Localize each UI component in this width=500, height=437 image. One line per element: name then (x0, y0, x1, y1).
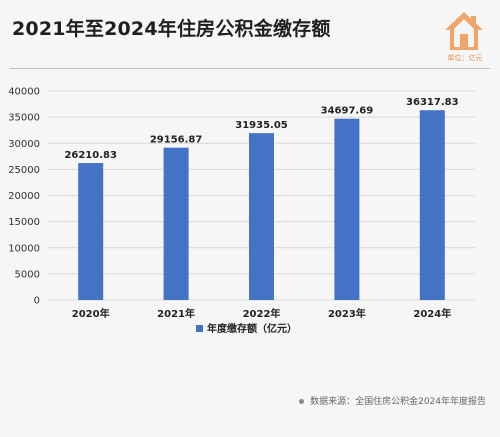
y-tick-label: 5000 (15, 269, 40, 280)
x-axis: 2020年 2021年 2022年 2023年 2024年 (72, 307, 451, 320)
x-tick-label: 2024年 (413, 307, 451, 320)
x-tick-label: 2020年 (72, 307, 110, 320)
data-label: 26210.83 (64, 150, 117, 161)
y-tick-label: 40000 (8, 87, 40, 98)
x-tick-label: 2023年 (328, 307, 366, 320)
page-title: 2021年至2024年住房公积金缴存额 (12, 18, 331, 40)
bullet-icon (299, 399, 305, 404)
y-tick-label: 20000 (8, 191, 40, 202)
y-tick-label: 10000 (8, 243, 40, 254)
bar-chart: 0 5000 10000 15000 20000 25000 30000 35000 40000… (8, 87, 475, 335)
unit-label: 单位：亿元 (447, 54, 483, 62)
y-axis: 0 5000 10000 15000 20000 25000 30000 35000 40000 (8, 87, 40, 307)
header-divider (10, 68, 490, 69)
house-icon (445, 12, 483, 50)
y-tick-label: 30000 (8, 139, 40, 150)
data-label: 34697.69 (321, 106, 374, 117)
bar (334, 118, 360, 300)
data-label: 31935.05 (235, 120, 288, 131)
bar (419, 110, 445, 300)
data-labels: 26210.83 29156.87 31935.05 34697.69 36317.83 (64, 97, 458, 161)
x-tick-label: 2021年 (157, 307, 195, 320)
y-tick-label: 0 (34, 296, 40, 307)
legend-label: 年度缴存额（亿元） (207, 322, 297, 335)
legend-swatch (196, 325, 203, 332)
data-label: 36317.83 (406, 97, 459, 108)
bar (249, 133, 274, 300)
y-tick-label: 25000 (8, 165, 40, 176)
legend: 年度缴存额（亿元） (196, 322, 297, 335)
source-text: 数据来源：全国住房公积金2024年年度报告 (310, 397, 486, 407)
data-label: 29156.87 (150, 135, 203, 146)
bar (163, 147, 189, 300)
bar (78, 163, 104, 300)
y-tick-label: 15000 (8, 217, 40, 228)
y-tick-label: 35000 (8, 113, 40, 124)
source-note: 数据来源：全国住房公积金2024年年度报告 (299, 394, 486, 407)
bars (78, 110, 445, 300)
x-tick-label: 2022年 (243, 307, 281, 320)
